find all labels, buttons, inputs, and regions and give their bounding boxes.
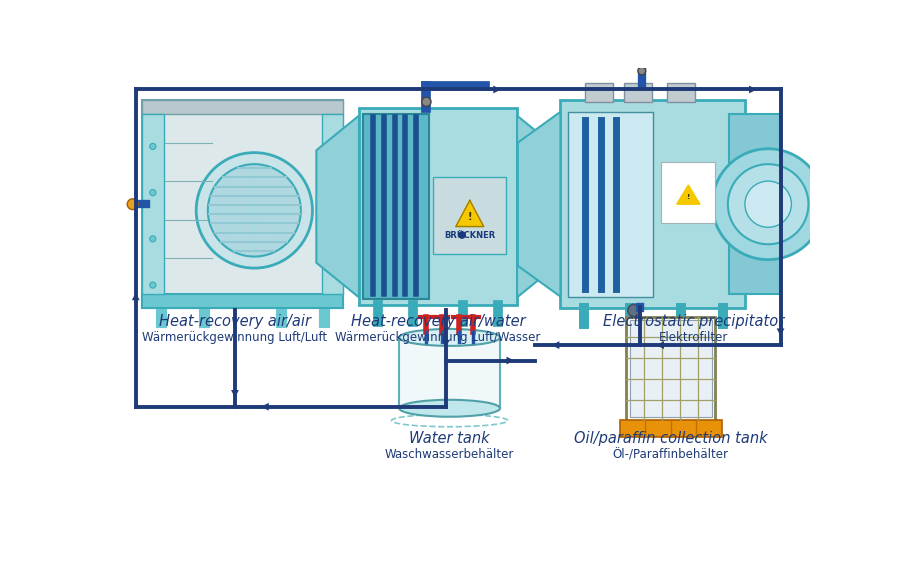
FancyBboxPatch shape [585,83,613,102]
FancyBboxPatch shape [363,114,428,299]
Text: Wärmerückgewinnung Luft/Wasser: Wärmerückgewinnung Luft/Wasser [336,331,541,344]
Text: BRÜCKNER: BRÜCKNER [445,230,495,239]
Circle shape [422,97,431,106]
FancyBboxPatch shape [142,114,164,294]
FancyBboxPatch shape [142,100,344,114]
Circle shape [628,305,640,316]
FancyBboxPatch shape [662,162,716,224]
Polygon shape [455,200,483,226]
Circle shape [728,164,808,245]
FancyBboxPatch shape [142,294,344,308]
FancyBboxPatch shape [568,112,653,297]
FancyBboxPatch shape [433,177,506,254]
Text: Wärmerückgewinnung Luft/Luft: Wärmerückgewinnung Luft/Luft [142,331,328,344]
FancyBboxPatch shape [667,83,695,102]
Ellipse shape [400,400,500,417]
FancyBboxPatch shape [561,100,745,308]
Text: !: ! [467,212,472,222]
FancyBboxPatch shape [359,108,517,305]
Text: Heat-recovery air/air: Heat-recovery air/air [159,314,311,329]
Text: Öl-/Paraffinbehälter: Öl-/Paraffinbehälter [613,448,728,461]
FancyBboxPatch shape [620,420,722,437]
FancyBboxPatch shape [322,114,344,294]
Text: Elektrofilter: Elektrofilter [659,331,728,344]
Circle shape [196,153,312,268]
Circle shape [458,231,466,239]
Text: Heat-recovery air/water: Heat-recovery air/water [351,314,526,329]
Text: Water tank: Water tank [410,431,490,447]
Circle shape [149,236,156,242]
FancyBboxPatch shape [630,320,712,417]
Text: Waschwasserbehälter: Waschwasserbehälter [385,448,514,461]
FancyBboxPatch shape [626,316,716,421]
Circle shape [149,190,156,196]
Circle shape [208,164,301,256]
Polygon shape [517,115,560,297]
Ellipse shape [400,329,500,346]
FancyBboxPatch shape [400,337,500,408]
Circle shape [713,149,824,260]
Text: !: ! [687,194,690,200]
Circle shape [745,181,791,228]
Circle shape [149,143,156,149]
Circle shape [149,282,156,288]
Circle shape [638,67,645,75]
Polygon shape [518,112,561,297]
FancyBboxPatch shape [624,83,652,102]
Polygon shape [677,185,700,204]
Polygon shape [316,115,359,297]
Circle shape [127,199,138,209]
FancyBboxPatch shape [729,114,779,294]
Text: Oil/paraffin collection tank: Oil/paraffin collection tank [573,431,768,447]
Text: Electrostatic precipitator: Electrostatic precipitator [603,314,785,329]
FancyBboxPatch shape [142,100,344,308]
